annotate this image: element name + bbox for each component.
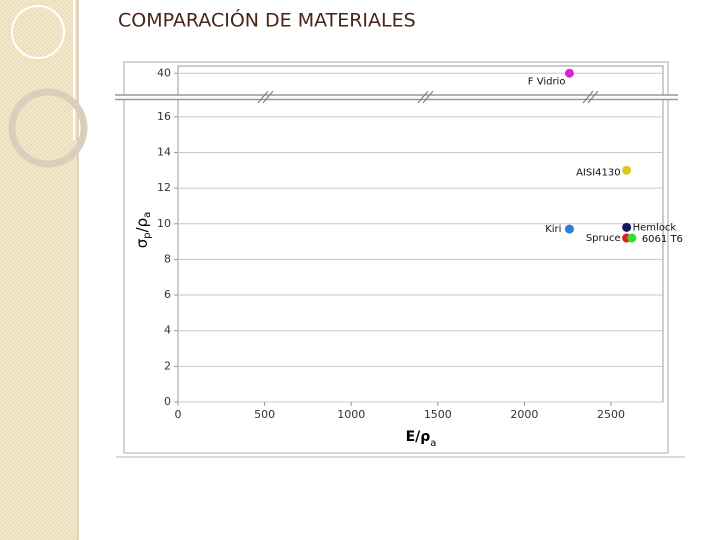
y-tick-label: 2	[164, 359, 171, 372]
point-label: 6061 T6	[642, 234, 683, 245]
break-gap	[115, 95, 678, 100]
x-tick-label: 2500	[597, 408, 625, 421]
point-label: Hemlock	[633, 222, 677, 233]
y-tick-label: 8	[164, 252, 171, 265]
plot-area	[177, 65, 664, 96]
y-tick-label: 40	[157, 66, 171, 79]
y-label-main: /ρ	[133, 218, 151, 233]
y-label-sub: a	[142, 212, 153, 218]
y-tick-label: 12	[157, 181, 171, 194]
y-tick-label: 4	[164, 324, 171, 337]
x-tick-label: 1000	[337, 408, 365, 421]
point	[622, 165, 632, 175]
x-label-main: E/ρ	[406, 429, 431, 445]
slide-title: COMPARACIÓN DE MATERIALES	[118, 8, 416, 32]
point	[564, 68, 574, 78]
side-strip	[0, 0, 78, 540]
point-label: AISI4130	[576, 167, 621, 178]
decor-ring	[8, 88, 88, 168]
y-tick-label: 10	[157, 217, 171, 230]
point-label: Spruce	[586, 233, 621, 244]
x-tick-label: 500	[254, 408, 275, 421]
y-tick-label: 0	[164, 395, 171, 408]
point-label: F Vidrio	[528, 76, 566, 87]
point	[627, 233, 637, 243]
x-label-sub: a	[430, 438, 436, 449]
x-tick-label: 2000	[510, 408, 538, 421]
axis-break	[115, 90, 678, 104]
decor-ring	[11, 5, 65, 59]
point-label: Kiri	[545, 224, 561, 235]
x-tick-label: 1500	[424, 408, 452, 421]
y-axis-label: σp/ρa	[133, 212, 154, 249]
y-label-main: σ	[133, 238, 151, 248]
break-marks	[257, 90, 599, 104]
x-axis-label: E/ρa	[406, 429, 437, 449]
y-tick-label: 16	[157, 110, 171, 123]
y-tick-label: 6	[164, 288, 171, 301]
y-label-sub: p	[142, 232, 153, 238]
plot-area	[177, 98, 664, 403]
point	[564, 224, 574, 234]
y-tick-label: 14	[157, 145, 171, 158]
point	[622, 222, 632, 232]
x-tick-label: 0	[175, 408, 182, 421]
